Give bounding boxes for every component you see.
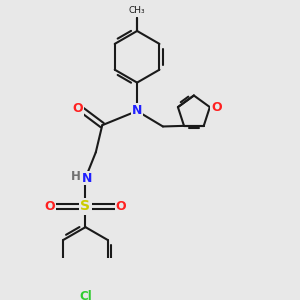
Text: O: O	[211, 100, 222, 114]
Text: N: N	[132, 104, 142, 118]
Text: S: S	[80, 200, 91, 214]
Text: CH₃: CH₃	[129, 6, 146, 15]
Text: Cl: Cl	[79, 290, 92, 300]
Text: O: O	[116, 200, 126, 213]
Text: O: O	[72, 102, 83, 115]
Text: N: N	[82, 172, 92, 184]
Text: H: H	[71, 170, 81, 183]
Text: O: O	[44, 200, 55, 213]
